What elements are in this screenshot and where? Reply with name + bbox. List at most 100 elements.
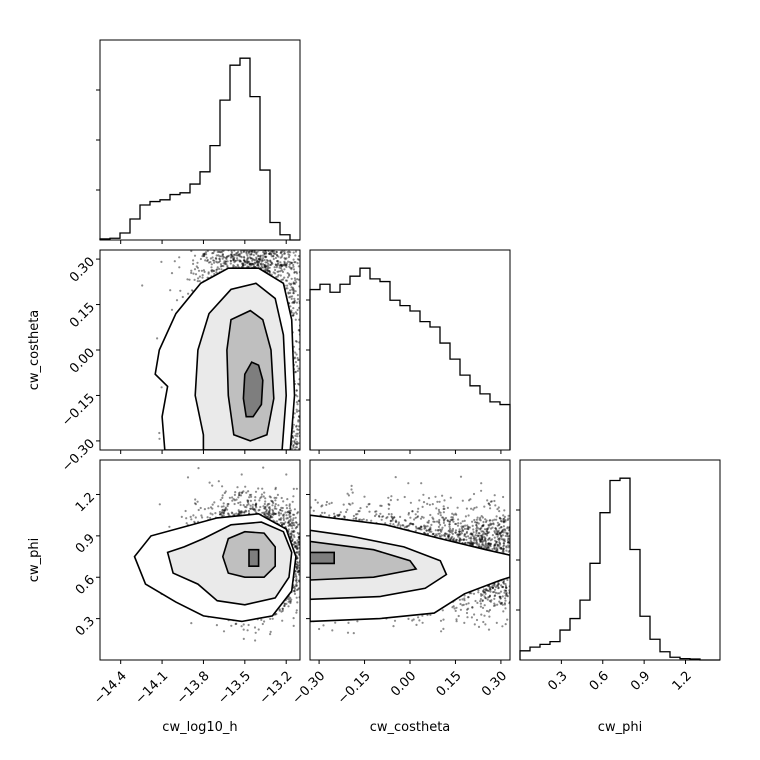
scatter-point (239, 260, 242, 263)
scatter-point (173, 260, 176, 263)
scatter-point (274, 268, 277, 272)
scatter-point (248, 256, 251, 259)
contour-level-2 (226, 309, 275, 442)
scatter-point (287, 250, 291, 253)
scatter-point (288, 273, 291, 276)
scatter-point (201, 255, 204, 258)
scatter-point (294, 351, 297, 354)
scatter-point (274, 263, 277, 267)
scatter-point (222, 256, 226, 259)
scatter-point (248, 263, 251, 266)
scatter-point (221, 510, 224, 514)
scatter-point (257, 260, 261, 263)
scatter-point (297, 367, 300, 370)
scatter-point (292, 258, 295, 261)
scatter-point (243, 260, 246, 264)
scatter-point (242, 255, 246, 258)
scatter-point (287, 253, 290, 256)
scatter-point (271, 504, 274, 507)
scatter-point (294, 282, 297, 285)
scatter-point (292, 301, 295, 304)
scatter-point (260, 263, 263, 266)
scatter-point (240, 251, 243, 254)
scatter-point (237, 250, 240, 253)
scatter-point (263, 266, 266, 269)
scatter-point (236, 259, 239, 262)
scatter-point (221, 250, 224, 253)
scatter-point (186, 278, 189, 281)
scatter-point (295, 408, 298, 411)
scatter-point (297, 399, 300, 402)
scatter-point (187, 292, 190, 295)
scatter-point (276, 264, 279, 267)
scatter-point (268, 270, 271, 273)
scatter-point (292, 281, 295, 284)
scatter-point (290, 266, 293, 270)
scatter-point (206, 516, 209, 519)
scatter-point (215, 260, 218, 263)
scatter-point (261, 254, 264, 257)
scatter-point (295, 301, 299, 304)
scatter-point (257, 255, 260, 258)
scatter-point (202, 255, 205, 258)
scatter-point (297, 425, 300, 428)
scatter-point (270, 252, 273, 255)
scatter-point (292, 301, 296, 305)
scatter-point (263, 265, 267, 268)
scatter-point (231, 255, 234, 258)
scatter-point (245, 506, 248, 509)
scatter-point (272, 251, 275, 254)
contour-level-1 (242, 361, 264, 418)
scatter-point (203, 253, 206, 256)
scatter-point (232, 257, 236, 260)
scatter-point (293, 277, 296, 280)
scatter-point (222, 264, 225, 268)
scatter-point (261, 258, 264, 262)
scatter-point (197, 277, 200, 280)
scatter-point (283, 522, 286, 526)
scatter-point (294, 340, 298, 343)
scatter-point (254, 259, 257, 262)
histogram-cw_phi (519, 477, 720, 661)
scatter-point (268, 270, 271, 273)
scatter-point (265, 265, 268, 268)
scatter-point (269, 259, 272, 262)
scatter-point (295, 340, 298, 343)
scatter-point (218, 255, 221, 258)
scatter-point (233, 261, 236, 264)
scatter-point (257, 260, 260, 263)
scatter-point (258, 257, 261, 260)
scatter-point (212, 251, 215, 255)
scatter-point (289, 283, 292, 286)
scatter-point (271, 508, 274, 511)
scatter-point (263, 264, 266, 267)
scatter-point (277, 260, 280, 263)
scatter-point (245, 510, 248, 513)
scatter-point (264, 256, 267, 259)
scatter-point (296, 357, 299, 360)
scatter-point (268, 252, 271, 255)
scatter-point (230, 250, 233, 253)
scatter-point (297, 382, 300, 385)
scatter-point (175, 299, 179, 302)
scatter-point (295, 432, 298, 435)
scatter-point (264, 267, 267, 271)
scatter-point (297, 540, 300, 544)
scatter-point (286, 251, 289, 254)
scatter-point (249, 262, 252, 265)
scatter-point (237, 253, 241, 256)
scatter-point (232, 258, 235, 261)
scatter-point (267, 269, 270, 272)
scatter-point (245, 260, 248, 263)
scatter-point (217, 254, 220, 257)
scatter-point (206, 276, 209, 279)
scatter-point (170, 272, 174, 275)
scatter-point (260, 264, 263, 267)
scatter-point (222, 262, 225, 265)
scatter-point (251, 263, 254, 266)
scatter-point (206, 259, 209, 263)
scatter-point (296, 294, 299, 297)
scatter-point (247, 265, 250, 268)
scatter-point (200, 269, 203, 272)
scatter-point (247, 261, 250, 264)
